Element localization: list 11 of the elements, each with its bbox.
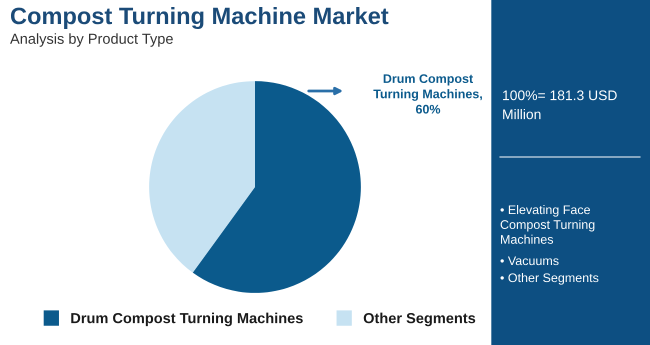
text: Drum Compost Turning Machines, 60%	[373, 74, 482, 114]
legend-label: Drum Compost Turning Machines	[71, 312, 303, 326]
text: • Other Segments	[500, 273, 598, 285]
chart-title: Compost Turning Machine Market	[10, 6, 388, 30]
pie-slice	[192, 81, 361, 293]
pie-slice	[149, 81, 255, 273]
text: 100%= 181.3 USD Million	[503, 90, 617, 120]
legend-label: Other Segments	[364, 312, 476, 326]
chart-subtitle: Analysis by Product Type	[10, 33, 173, 47]
text: • Vacuums	[500, 256, 559, 266]
text: • Elevating Face Compost Turning Machines	[500, 205, 594, 244]
